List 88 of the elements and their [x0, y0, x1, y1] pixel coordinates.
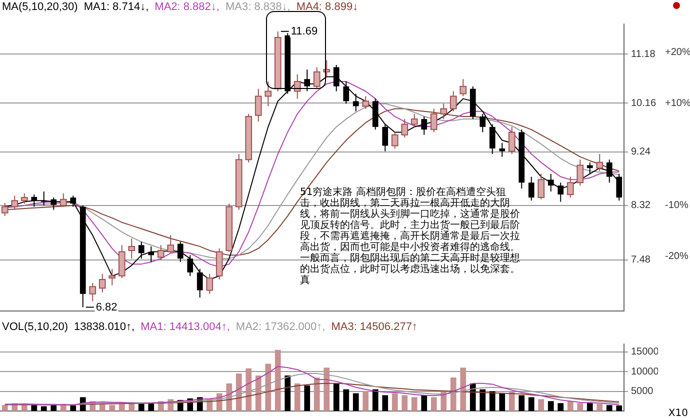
bar	[450, 378, 456, 411]
candlestick	[489, 124, 496, 155]
y2-tick-label: -10%	[665, 200, 688, 212]
y2-tick-label: -20%	[665, 251, 688, 262]
text: MA1: 8.714↓,	[84, 1, 149, 13]
candlestick	[187, 254, 194, 276]
bar	[480, 389, 486, 411]
candlestick	[70, 195, 76, 208]
y-tick-label: 8.32	[631, 200, 651, 212]
candlestick	[548, 173, 554, 192]
bar	[382, 395, 388, 411]
text: 13838.010↑,	[74, 321, 135, 333]
bar	[558, 403, 564, 411]
candlestick	[586, 162, 593, 174]
annotation: 11.69	[290, 25, 318, 38]
text: X10	[668, 408, 688, 419]
candlestick	[382, 124, 388, 152]
y-tick-label: 9.24	[631, 146, 651, 158]
bar	[616, 405, 622, 411]
bar	[596, 404, 603, 411]
candlestick	[528, 176, 534, 202]
text: MA3: 8.838↓,	[225, 1, 290, 13]
bar	[284, 376, 291, 411]
y-tick-label: 11.18	[631, 48, 656, 60]
bar	[518, 395, 525, 411]
text: MA1: 14413.004↑,	[140, 321, 230, 333]
text: MA2: 17362.000↑,	[236, 321, 326, 333]
bar	[362, 391, 369, 411]
candlestick	[499, 142, 506, 158]
bar	[246, 368, 252, 411]
bar	[274, 350, 281, 411]
legend-title: VOL(5,10,20)	[2, 321, 68, 333]
bar	[548, 401, 554, 411]
candlestick	[138, 241, 144, 260]
bar	[343, 389, 350, 411]
bar	[352, 393, 359, 411]
text: MA4: 8.899↓	[296, 1, 358, 13]
bar	[392, 393, 398, 411]
bar	[255, 376, 262, 411]
y-tick-label: 7.48	[631, 254, 651, 266]
annotation: 6.82	[96, 301, 118, 314]
y-tick-label: 10.16	[631, 98, 656, 109]
bar	[99, 404, 106, 411]
candlestick	[421, 116, 428, 136]
bar	[324, 368, 330, 411]
bar	[402, 395, 408, 411]
candlestick	[50, 197, 57, 210]
bar	[528, 397, 534, 411]
bar	[304, 385, 310, 411]
bar	[586, 402, 593, 411]
bar	[489, 391, 496, 411]
candlestick	[558, 182, 564, 202]
legend-title: MA(5,10,20,30)	[2, 1, 78, 13]
bar	[538, 399, 544, 411]
bar	[421, 395, 428, 411]
text: MA2: 8.882↓,	[154, 1, 220, 13]
text: MA3: 14506.277↑	[331, 321, 418, 333]
candlestick	[352, 93, 359, 112]
candlestick	[31, 194, 38, 208]
bar	[577, 403, 584, 411]
bar	[138, 404, 144, 411]
bar	[460, 368, 466, 411]
bar	[31, 405, 38, 411]
bar	[40, 406, 47, 411]
bar	[606, 405, 612, 411]
bar	[236, 374, 242, 411]
candlestick	[148, 246, 154, 263]
bar	[508, 391, 515, 411]
bar	[294, 383, 300, 411]
candlestick	[40, 191, 47, 206]
candlestick	[177, 241, 184, 263]
bar	[499, 393, 506, 411]
candlestick	[606, 159, 612, 184]
bar	[50, 405, 57, 411]
bar	[2, 405, 8, 411]
bar	[567, 401, 574, 411]
y-tick-label: 5000	[631, 386, 654, 398]
bar	[411, 397, 418, 411]
bar	[333, 383, 340, 411]
bar	[430, 397, 437, 411]
bar	[265, 364, 272, 411]
bar	[148, 403, 154, 411]
bar	[70, 405, 76, 411]
bar	[109, 405, 116, 411]
bar	[314, 378, 320, 411]
bar	[372, 389, 378, 411]
candlestick	[480, 113, 486, 133]
candlestick	[343, 80, 350, 104]
